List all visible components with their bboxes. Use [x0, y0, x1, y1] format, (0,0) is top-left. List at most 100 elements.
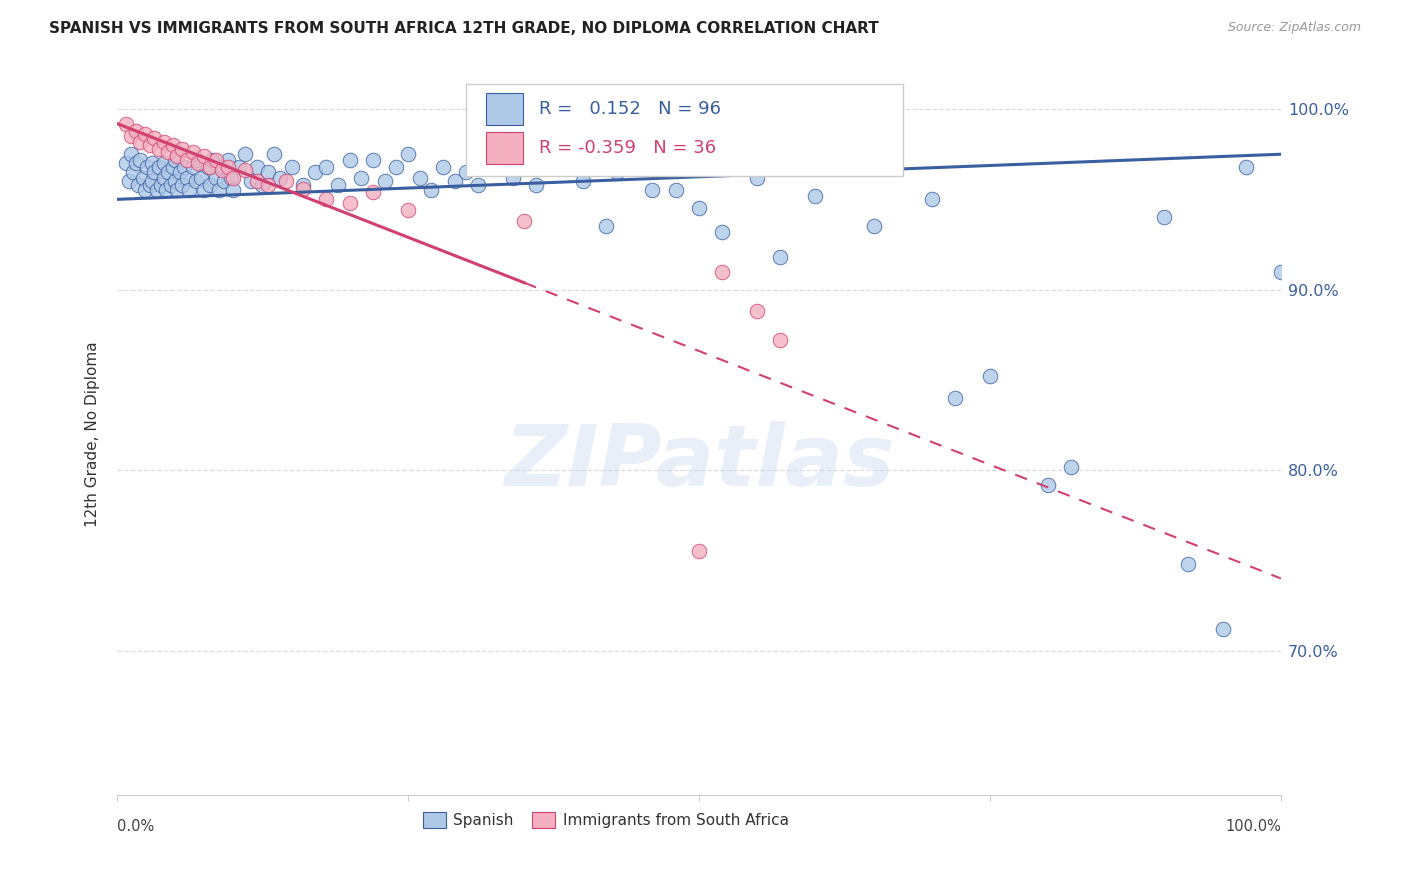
Point	[1212, 622, 1234, 636]
Point	[134, 128, 156, 142]
Point	[745, 170, 768, 185]
Point	[688, 202, 710, 216]
Point	[211, 160, 233, 174]
Point	[181, 160, 204, 174]
Point	[304, 165, 326, 179]
Point	[943, 391, 966, 405]
Point	[162, 160, 184, 174]
Point	[148, 160, 170, 174]
Point	[1177, 557, 1199, 571]
Point	[257, 165, 280, 179]
Point	[129, 153, 152, 167]
Point	[385, 160, 408, 174]
Legend: Spanish, Immigrants from South Africa: Spanish, Immigrants from South Africa	[416, 806, 794, 834]
Point	[222, 183, 245, 197]
Point	[280, 160, 302, 174]
Point	[198, 178, 221, 192]
Point	[606, 165, 628, 179]
Point	[1234, 160, 1257, 174]
Point	[456, 165, 478, 179]
Point	[165, 174, 187, 188]
Point	[979, 369, 1001, 384]
Point	[745, 304, 768, 318]
Point	[443, 174, 465, 188]
Text: 0.0%: 0.0%	[117, 819, 155, 833]
Point	[595, 219, 617, 234]
Point	[166, 183, 188, 197]
Point	[315, 160, 337, 174]
Point	[217, 160, 239, 174]
FancyBboxPatch shape	[467, 84, 903, 177]
Point	[219, 170, 242, 185]
Point	[211, 163, 233, 178]
Point	[257, 178, 280, 192]
Point	[361, 185, 384, 199]
Text: 100.0%: 100.0%	[1225, 819, 1281, 833]
Point	[193, 149, 215, 163]
Point	[233, 147, 256, 161]
Point	[124, 124, 146, 138]
Point	[548, 156, 571, 170]
Point	[205, 170, 228, 185]
Point	[269, 170, 291, 185]
Point	[804, 188, 827, 202]
Point	[315, 192, 337, 206]
Point	[176, 153, 198, 167]
Point	[1060, 459, 1083, 474]
Point	[122, 165, 145, 179]
Point	[513, 214, 536, 228]
Point	[571, 174, 593, 188]
Point	[233, 163, 256, 178]
Point	[120, 129, 142, 144]
Point	[115, 156, 138, 170]
Point	[152, 135, 174, 149]
Point	[228, 160, 250, 174]
Point	[184, 174, 207, 188]
Text: SPANISH VS IMMIGRANTS FROM SOUTH AFRICA 12TH GRADE, NO DIPLOMA CORRELATION CHART: SPANISH VS IMMIGRANTS FROM SOUTH AFRICA …	[49, 21, 879, 37]
Point	[152, 156, 174, 170]
Point	[138, 138, 160, 153]
Point	[176, 170, 198, 185]
Point	[115, 116, 138, 130]
Point	[252, 178, 274, 192]
Point	[432, 160, 454, 174]
Point	[862, 219, 884, 234]
Point	[141, 156, 163, 170]
Point	[688, 544, 710, 558]
Point	[205, 153, 228, 167]
Point	[239, 174, 262, 188]
Point	[711, 264, 734, 278]
Point	[1036, 477, 1059, 491]
Point	[292, 181, 315, 195]
Point	[150, 178, 173, 192]
Point	[246, 174, 269, 188]
Point	[524, 178, 547, 192]
Point	[263, 147, 285, 161]
Point	[212, 174, 235, 188]
Point	[136, 160, 159, 174]
Point	[193, 183, 215, 197]
Point	[134, 183, 156, 197]
Point	[143, 165, 166, 179]
Text: R =   0.152   N = 96: R = 0.152 N = 96	[540, 100, 721, 118]
Point	[173, 160, 195, 174]
Point	[166, 149, 188, 163]
Point	[169, 165, 191, 179]
Text: R = -0.359   N = 36: R = -0.359 N = 36	[540, 139, 717, 157]
Point	[152, 170, 174, 185]
Point	[157, 145, 180, 160]
Point	[117, 174, 139, 188]
Point	[630, 153, 652, 167]
Point	[246, 160, 269, 174]
Point	[198, 160, 221, 174]
Point	[197, 160, 219, 174]
Point	[155, 183, 177, 197]
Point	[326, 178, 349, 192]
Point	[641, 183, 664, 197]
Point	[361, 153, 384, 167]
Point	[187, 156, 209, 170]
Point	[208, 183, 231, 197]
Point	[181, 145, 204, 160]
Point	[350, 170, 373, 185]
Point	[217, 153, 239, 167]
